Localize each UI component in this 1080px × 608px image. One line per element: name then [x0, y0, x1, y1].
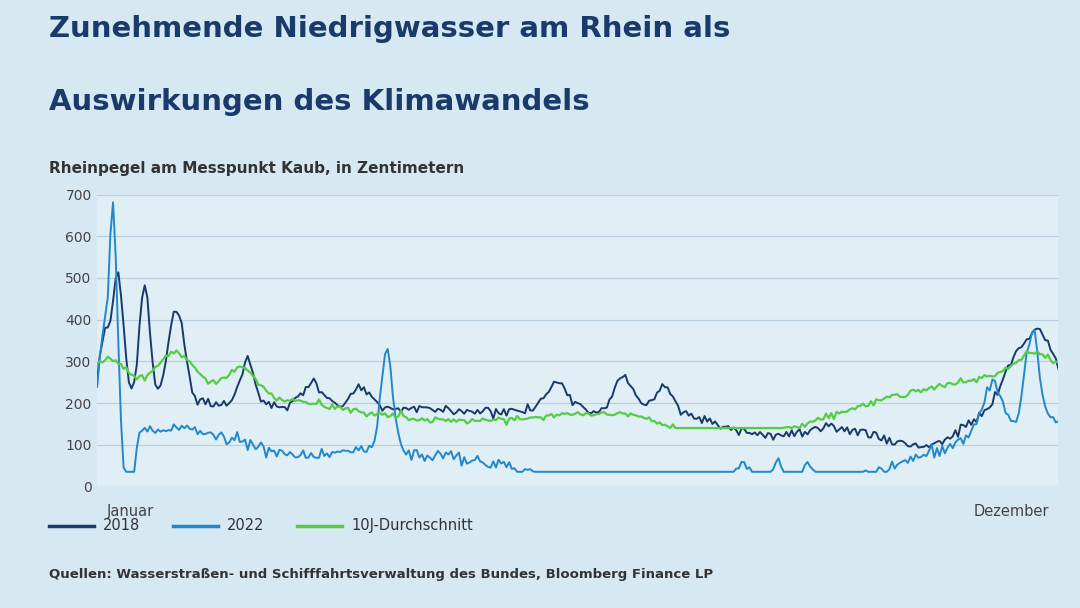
Text: Quellen: Wasserstraßen- und Schifffahrtsverwaltung des Bundes, Bloomberg Finance: Quellen: Wasserstraßen- und Schifffahrts…	[49, 568, 713, 581]
Text: 10J-Durchschnitt: 10J-Durchschnitt	[351, 519, 473, 533]
Text: Dezember: Dezember	[973, 504, 1049, 519]
Text: Rheinpegel am Messpunkt Kaub, in Zentimetern: Rheinpegel am Messpunkt Kaub, in Zentime…	[49, 161, 463, 176]
Text: 2018: 2018	[103, 519, 139, 533]
Text: 2022: 2022	[227, 519, 265, 533]
Text: Januar: Januar	[107, 504, 154, 519]
Text: Auswirkungen des Klimawandels: Auswirkungen des Klimawandels	[49, 88, 590, 116]
Text: Zunehmende Niedrigwasser am Rhein als: Zunehmende Niedrigwasser am Rhein als	[49, 15, 730, 43]
